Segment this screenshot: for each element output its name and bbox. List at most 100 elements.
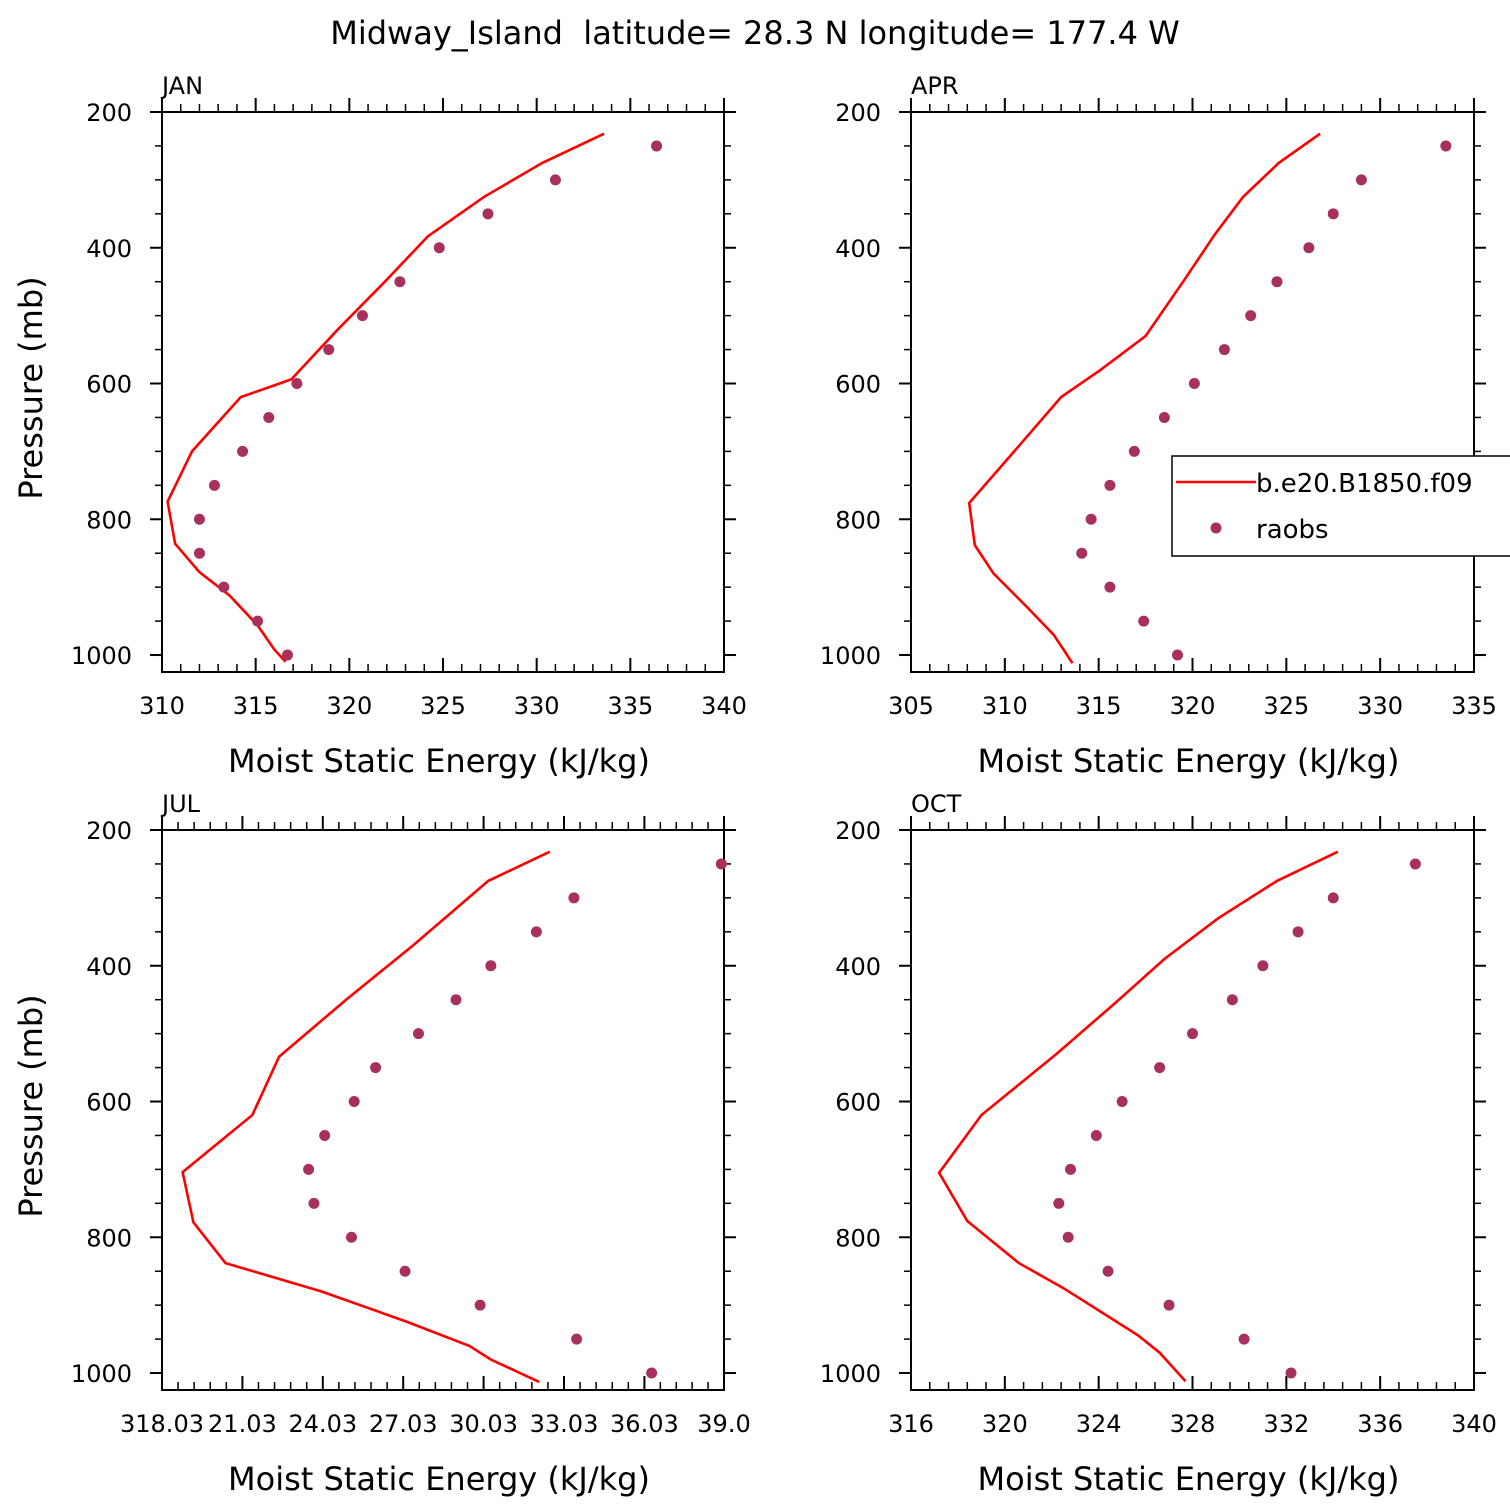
raobs-point (356, 310, 368, 322)
x-tick-label: 336 (1357, 1410, 1403, 1438)
raobs-point (1085, 513, 1097, 525)
x-tick-label: 320 (1170, 692, 1216, 720)
x-tick-label: 330 (1357, 692, 1403, 720)
x-tick-label: 324 (1076, 1410, 1122, 1438)
raobs-point (345, 1231, 357, 1243)
raobs-point (1065, 1163, 1077, 1175)
y-tick-label: 800 (835, 1224, 881, 1252)
raobs-point (1188, 378, 1200, 390)
x-axis-title: Moist Static Energy (kJ/kg) (228, 742, 650, 780)
y-tick-label: 1000 (820, 1360, 881, 1388)
x-tick-label: 335 (607, 692, 653, 720)
y-tick-label: 200 (835, 817, 881, 845)
raobs-point (530, 926, 542, 938)
raobs-point (252, 615, 264, 627)
raobs-point (412, 1028, 424, 1040)
legend-label-raobs: raobs (1256, 515, 1329, 545)
raobs-point (1245, 310, 1257, 322)
raobs-point (1163, 1299, 1175, 1311)
raobs-point (1303, 242, 1315, 254)
raobs-point (646, 1367, 658, 1379)
x-tick-label: 315 (233, 692, 279, 720)
raobs-point (474, 1299, 486, 1311)
raobs-point (1128, 445, 1140, 457)
y-tick-label: 600 (835, 1089, 881, 1117)
raobs-point (263, 411, 275, 423)
x-tick-label: 325 (420, 692, 466, 720)
raobs-point (549, 174, 561, 186)
y-tick-label: 800 (86, 506, 132, 534)
x-tick-label: 320 (326, 692, 372, 720)
panel-label: OCT (911, 790, 962, 818)
figure-title: Midway_Island latitude= 28.3 N longitude… (330, 14, 1180, 52)
panel-oct: OCT 316 320 324 328 332 336 340 200 400 600 800 1000… (820, 790, 1497, 1498)
y-tick-label: 400 (835, 235, 881, 263)
x-tick-label: 310 (139, 692, 185, 720)
raobs-point (1409, 858, 1421, 870)
x-tick-label: 315 (1076, 692, 1122, 720)
raobs-point (433, 242, 445, 254)
x-tick-label: 325 (1263, 692, 1309, 720)
x-tick-label: 39.0 (697, 1410, 750, 1438)
y-tick-label: 600 (86, 371, 132, 399)
y-tick-label: 800 (86, 1224, 132, 1252)
x-tick-label: 21.03 (208, 1410, 277, 1438)
x-tick-label: 340 (701, 692, 747, 720)
raobs-point (1062, 1231, 1074, 1243)
raobs-point (1116, 1096, 1128, 1108)
y-tick-label: 200 (86, 817, 132, 845)
x-tick-label: 33.03 (530, 1410, 599, 1438)
raobs-point (1090, 1129, 1102, 1141)
x-tick-label: 36.03 (610, 1410, 679, 1438)
raobs-point (399, 1265, 411, 1277)
raobs-point (1238, 1333, 1250, 1345)
x-axis-title: Moist Static Energy (kJ/kg) (978, 1460, 1400, 1498)
raobs-point (1226, 994, 1238, 1006)
x-tick-label: 332 (1263, 1410, 1309, 1438)
x-tick-label: 30.03 (449, 1410, 518, 1438)
raobs-point (450, 994, 462, 1006)
plot-frame (910, 111, 1475, 673)
y-tick-label: 400 (86, 953, 132, 981)
raobs-point (1218, 344, 1230, 356)
model-line-series (937, 850, 1339, 1383)
raobs-point (1440, 140, 1452, 152)
x-tick-label: 316 (888, 1410, 934, 1438)
raobs-point (1187, 1028, 1198, 1040)
raobs-point (1327, 892, 1339, 904)
raobs-point (218, 581, 230, 593)
y-tick-label: 200 (835, 99, 881, 127)
y-tick-label: 600 (86, 1089, 132, 1117)
model-line-series (181, 850, 551, 1384)
y-tick-label: 400 (86, 235, 132, 263)
raobs-point (291, 378, 303, 390)
x-tick-label: 320 (982, 1410, 1028, 1438)
panel-apr: APR 305 310 315 320 325 330 335 200 400 600 800 1000… (820, 72, 1497, 780)
raobs-point (568, 892, 580, 904)
raobs-point (208, 479, 220, 491)
raobs-point (1053, 1197, 1065, 1209)
raobs-point (1292, 926, 1304, 938)
raobs-point (651, 140, 663, 152)
y-tick-label: 400 (835, 953, 881, 981)
x-tick-label: 330 (514, 692, 560, 720)
x-tick-label: 305 (888, 692, 934, 720)
panels-group: JAN 310 315 320 325 330 335 340 200 400 600 800 1000… (12, 72, 1497, 1498)
y-tick-label: 800 (835, 506, 881, 534)
raobs-point (715, 858, 727, 870)
raobs-point (370, 1062, 382, 1074)
legend-dot-swatch (1210, 522, 1222, 534)
raobs-point (1257, 960, 1269, 972)
raobs-point (1271, 276, 1283, 288)
raobs-point (482, 208, 494, 220)
model-line-series (967, 132, 1321, 664)
x-tick-label: 24.03 (288, 1410, 357, 1438)
plot-frame (161, 111, 725, 673)
y-tick-label: 1000 (71, 642, 132, 670)
raobs-point (1327, 208, 1339, 220)
x-tick-label: 340 (1451, 1410, 1497, 1438)
raobs-point (394, 276, 406, 288)
raobs-point (193, 547, 205, 559)
panel-label: JUL (160, 790, 201, 818)
y-tick-label: 1000 (71, 1360, 132, 1388)
